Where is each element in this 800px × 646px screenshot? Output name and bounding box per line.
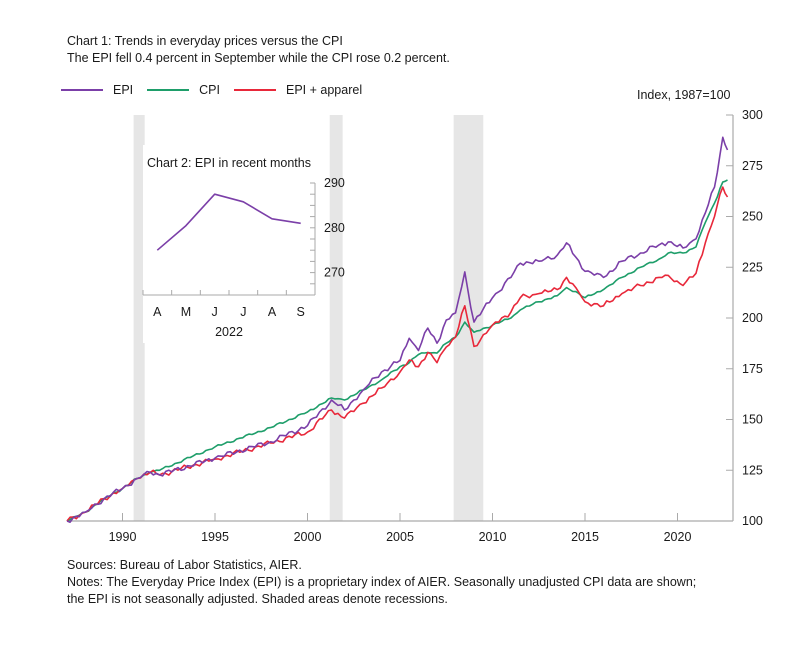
chart-title-block: Chart 1: Trends in everyday prices versu… <box>67 33 450 67</box>
inset-x-tick-label: A <box>153 305 162 319</box>
x-tick-label: 2000 <box>294 530 322 544</box>
inset-y-tick-label: 290 <box>324 176 345 190</box>
chart-subtitle: The EPI fell 0.4 percent in September wh… <box>67 51 450 65</box>
inset-x-tick-label: S <box>296 305 304 319</box>
legend: EPI CPI EPI + apparel <box>61 83 376 97</box>
y-tick-label: 150 <box>742 413 763 427</box>
y-tick-label: 100 <box>742 514 763 528</box>
inset-x-tick-label: M <box>181 305 191 319</box>
y-tick-label: 175 <box>742 362 763 376</box>
legend-label-cpi: CPI <box>199 83 220 97</box>
inset-x-tick-label: A <box>268 305 277 319</box>
legend-item-epi-apparel: EPI + apparel <box>234 83 362 97</box>
recession-band <box>329 115 343 521</box>
y-axis-unit-label: Index, 1987=100 <box>637 88 731 102</box>
y-tick-label: 275 <box>742 159 763 173</box>
notes-line-1: Notes: The Everyday Price Index (EPI) is… <box>67 575 697 589</box>
y-tick-label: 125 <box>742 463 763 477</box>
inset-y-tick-label: 270 <box>324 266 345 280</box>
footer: Sources: Bureau of Labor Statistics, AIE… <box>67 557 696 608</box>
inset-axes: A M J J A S 270 280 290 <box>142 176 345 319</box>
legend-swatch-epi-apparel <box>234 89 276 91</box>
main-series <box>66 136 729 524</box>
series-line-cpi <box>66 179 728 522</box>
x-tick-label: 2010 <box>479 530 507 544</box>
y-tick-label: 300 <box>742 108 763 122</box>
y-tick-label: 225 <box>742 260 763 274</box>
series-line-epi-apparel <box>66 186 729 522</box>
inset-background <box>143 145 322 343</box>
legend-swatch-epi <box>61 89 103 91</box>
y-tick-label: 200 <box>742 311 763 325</box>
legend-item-cpi: CPI <box>147 83 220 97</box>
inset-x-tick-label: J <box>212 305 218 319</box>
x-tick-label: 2015 <box>571 530 599 544</box>
inset-year-label: 2022 <box>215 325 243 339</box>
chart-title: Chart 1: Trends in everyday prices versu… <box>67 34 343 48</box>
notes-line-2: the EPI is not seasonally adjusted. Shad… <box>67 592 448 606</box>
inset-chart: Chart 2: EPI in recent months A M J J A S 270 2… <box>142 145 345 343</box>
x-tick-label: 1995 <box>201 530 229 544</box>
legend-label-epi-apparel: EPI + apparel <box>286 83 363 97</box>
series-line-epi <box>66 136 729 524</box>
x-tick-label: 1990 <box>109 530 137 544</box>
inset-y-tick-label: 280 <box>324 221 345 235</box>
inset-series-line-epi <box>156 193 301 251</box>
recession-band <box>133 115 145 521</box>
x-tick-label: 2005 <box>386 530 414 544</box>
inset-x-tick-label: J <box>240 305 246 319</box>
recession-band <box>453 115 484 521</box>
legend-label-epi: EPI <box>113 83 134 97</box>
legend-item-epi: EPI <box>61 83 133 97</box>
inset-series <box>156 193 301 251</box>
legend-swatch-cpi <box>147 89 190 91</box>
sources-note: Sources: Bureau of Labor Statistics, AIE… <box>67 558 302 572</box>
main-axes: 1990 1995 2000 2005 2010 2015 2020 100 125 150 175… <box>67 108 763 544</box>
inset-title: Chart 2: EPI in recent months <box>147 156 311 170</box>
y-tick-label: 250 <box>742 210 763 224</box>
recession-bands <box>133 115 484 521</box>
x-tick-label: 2020 <box>664 530 692 544</box>
